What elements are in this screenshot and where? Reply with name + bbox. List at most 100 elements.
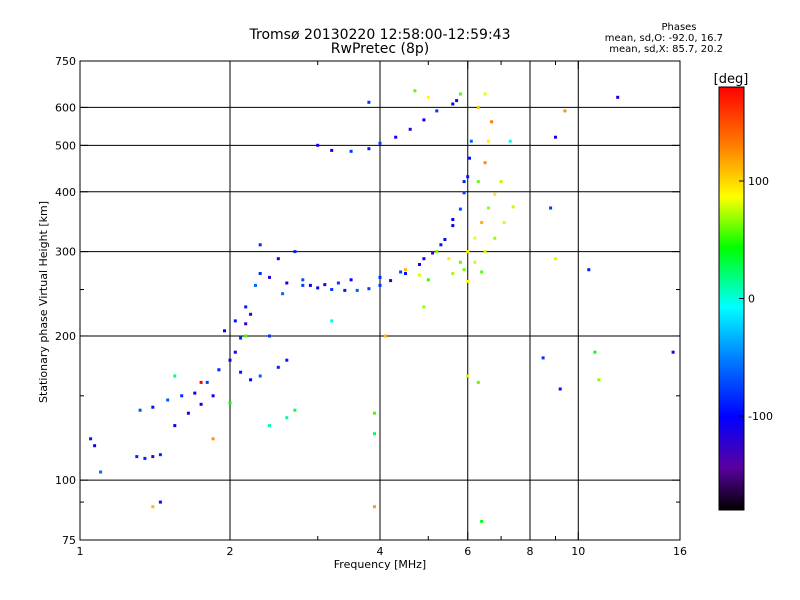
phase-stats: Phases mean, sd,O: -92.0, 16.7 mean, sd,… [575, 22, 723, 55]
colorbar-tick-label: 0 [748, 293, 755, 306]
chart-subtitle: RwPretec (8p) [330, 41, 430, 57]
data-point [447, 257, 451, 261]
data-point [258, 374, 262, 378]
data-point [554, 257, 557, 261]
x-tick-label: 10 [571, 545, 585, 558]
x-tick-label: 2 [227, 545, 234, 558]
grid-layer [80, 61, 680, 540]
data-point [408, 127, 412, 131]
data-point [268, 334, 271, 338]
chart-title: Tromsø 20130220 12:58:00-12:59:43 [249, 27, 511, 43]
data-point [293, 408, 297, 412]
colorbar-tick-label: -100 [748, 410, 773, 423]
data-point [458, 207, 462, 211]
data-point [355, 288, 359, 292]
data-point [336, 281, 340, 285]
data-point [483, 161, 487, 165]
data-point [466, 279, 470, 283]
data-point [151, 455, 155, 459]
data-point [435, 250, 439, 254]
data-point [285, 281, 289, 285]
data-point [616, 95, 620, 99]
data-point [89, 437, 93, 441]
data-point [199, 402, 203, 406]
data-point [211, 394, 215, 398]
data-point [349, 278, 353, 282]
data-point [138, 408, 142, 412]
data-point [451, 224, 455, 228]
data-point [205, 380, 209, 384]
data-point [211, 437, 215, 441]
data-point [493, 236, 497, 240]
data-points [89, 89, 675, 523]
x-tick-label: 8 [527, 545, 534, 558]
data-point [671, 350, 675, 354]
data-point [426, 278, 430, 282]
colorbar-ticks: 100 0 -100 [739, 175, 773, 423]
data-point [186, 411, 190, 415]
data-point [431, 251, 435, 255]
data-point [378, 275, 382, 279]
data-point [301, 283, 305, 287]
data-point [254, 283, 257, 287]
data-point [435, 109, 439, 113]
data-point [426, 95, 430, 99]
data-point [502, 221, 506, 224]
data-point [268, 275, 271, 279]
data-point [468, 156, 471, 160]
data-point [404, 268, 407, 272]
x-axis-label: Frequency [MHz] [334, 558, 426, 571]
data-point [458, 260, 462, 264]
data-point [383, 334, 387, 338]
data-point [151, 405, 155, 409]
data-point [258, 243, 262, 247]
data-point [378, 283, 382, 287]
data-point [249, 312, 253, 316]
data-point [455, 99, 459, 103]
data-point [373, 432, 376, 436]
data-point [466, 374, 470, 378]
data-point [511, 205, 515, 209]
data-point [563, 109, 567, 113]
y-tick-label: 300 [55, 246, 76, 259]
data-point [469, 139, 473, 143]
data-point [389, 279, 393, 283]
x-tick-label: 4 [377, 545, 384, 558]
y-tick-label: 75 [62, 534, 76, 547]
data-point [462, 191, 466, 195]
data-point [217, 368, 221, 372]
data-point [330, 288, 334, 291]
data-point [404, 272, 407, 275]
data-point [239, 370, 243, 374]
x-tick-label: 1 [77, 545, 84, 558]
data-point [249, 378, 253, 382]
data-point [316, 286, 320, 290]
data-point [244, 322, 248, 326]
data-point [394, 135, 398, 139]
data-point [466, 250, 470, 254]
data-point [499, 180, 503, 184]
data-point [99, 470, 103, 474]
data-point [93, 444, 97, 448]
data-point [258, 272, 262, 275]
data-point [422, 305, 426, 309]
y-tick-label: 750 [55, 55, 76, 68]
data-point [285, 416, 289, 420]
data-point [443, 238, 447, 241]
stats-header: Phases [661, 22, 697, 33]
data-point [301, 278, 305, 282]
data-point [422, 257, 426, 261]
data-point [378, 141, 382, 145]
data-point [173, 424, 177, 428]
data-point [166, 398, 170, 402]
data-point [233, 319, 237, 323]
data-point [293, 250, 297, 254]
y-tick-label: 400 [55, 186, 76, 199]
data-point [244, 334, 248, 338]
y-tick-label: 500 [55, 139, 76, 152]
data-point [367, 287, 371, 291]
data-point [228, 401, 232, 405]
colorbar-label: [deg] [714, 72, 749, 87]
data-point [486, 139, 490, 143]
